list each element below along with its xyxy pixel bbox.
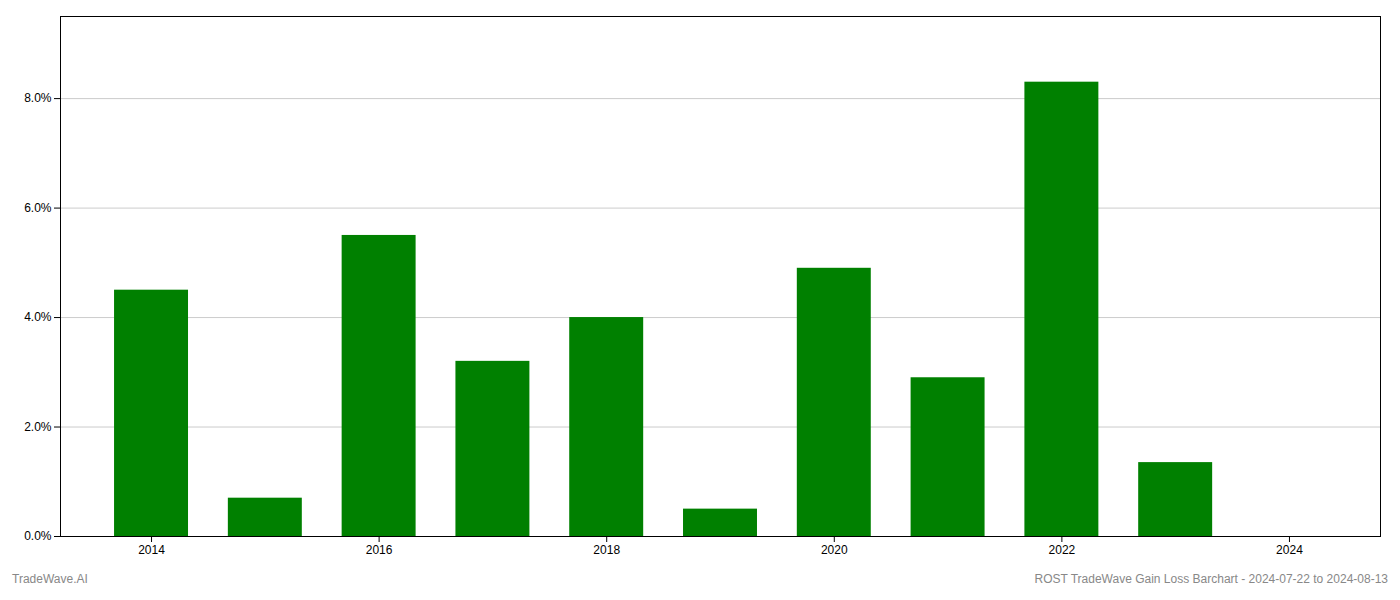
svg-text:2020: 2020 <box>821 543 848 557</box>
svg-text:0.0%: 0.0% <box>24 529 52 543</box>
svg-text:6.0%: 6.0% <box>24 201 52 215</box>
svg-text:2024: 2024 <box>1276 543 1303 557</box>
svg-text:2022: 2022 <box>1049 543 1076 557</box>
svg-text:4.0%: 4.0% <box>24 310 52 324</box>
svg-text:2.0%: 2.0% <box>24 420 52 434</box>
html-text:ROST TradeWave Gain Loss Barch: ROST TradeWave Gain Loss Barchart - 2024… <box>1034 572 1388 586</box>
svg-text:8.0%: 8.0% <box>24 91 52 105</box>
svg-text:2016: 2016 <box>366 543 393 557</box>
svg-text:2018: 2018 <box>593 543 620 557</box>
svg-text:2014: 2014 <box>138 543 165 557</box>
html-text:TradeWave.AI: TradeWave.AI <box>12 572 88 586</box>
